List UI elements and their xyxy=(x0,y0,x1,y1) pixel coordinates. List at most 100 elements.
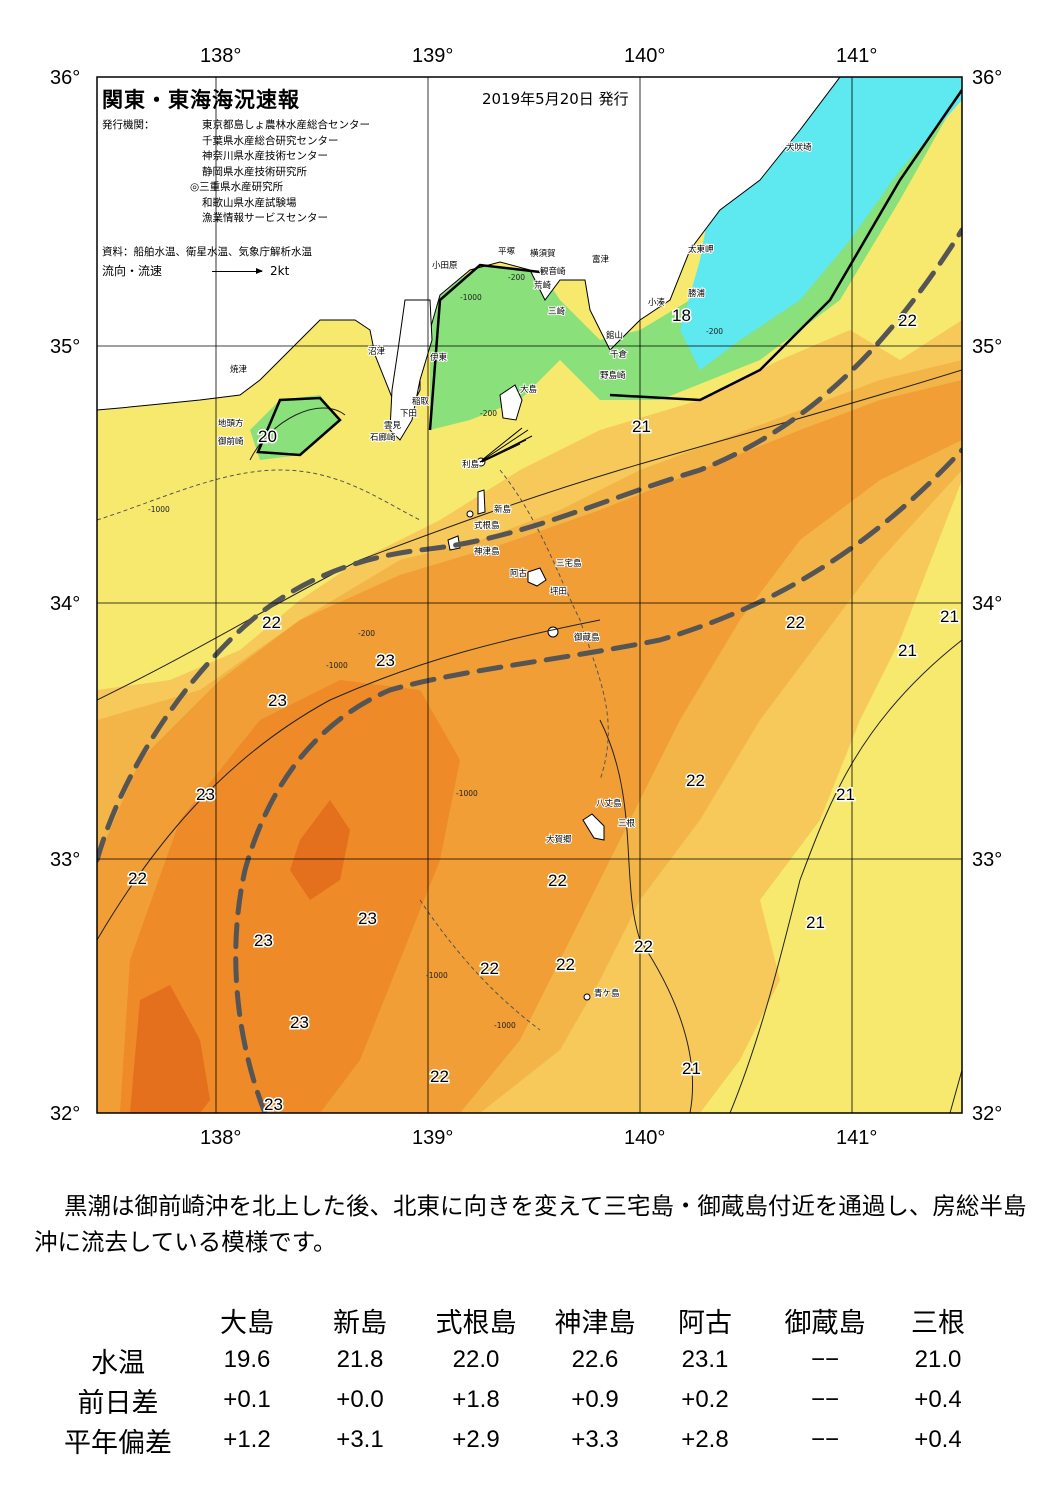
table-cell: +3.3 xyxy=(571,1426,619,1453)
place-name: 神津島 xyxy=(474,546,500,557)
place-name: 犬吠埼 xyxy=(786,142,812,153)
table-row: 平年偏差 +1.2 +3.1 +2.9 +3.3 +2.8 −− +0.4 xyxy=(50,1420,986,1460)
temp-label: 22 xyxy=(548,871,567,890)
issuer-item: ◎三重県水産研究所 xyxy=(190,181,284,193)
place-name: 稲取 xyxy=(412,396,430,407)
place-name: 三宅島 xyxy=(556,558,582,569)
place-name: 御前崎 xyxy=(218,436,244,447)
place-name: 青ケ島 xyxy=(594,988,620,999)
place-name: 富津 xyxy=(592,254,610,265)
land-izu xyxy=(389,299,433,441)
temp-label: 21 xyxy=(940,607,959,626)
place-name: 八丈島 xyxy=(596,798,622,809)
lon-label: 140° xyxy=(624,45,665,67)
isotherm-lines xyxy=(97,369,962,1113)
table-cell: +0.9 xyxy=(571,1386,619,1413)
place-name: 坪田 xyxy=(550,587,567,597)
issuer-item: 静岡県水産技術研究所 xyxy=(202,165,307,178)
table-corner xyxy=(50,1300,186,1340)
row-label: 平年偏差 xyxy=(64,1427,172,1459)
row-label: 前日差 xyxy=(77,1387,159,1419)
table-row: 前日差 +0.1 +0.0 +1.8 +0.9 +0.2 −− +0.4 xyxy=(50,1380,986,1420)
place-name: 野島崎 xyxy=(600,370,626,381)
temp-label: 22 xyxy=(128,869,147,888)
island-miyakejima xyxy=(527,567,547,587)
station-name: 大島 xyxy=(220,1307,274,1339)
issuer-label: 発行機関： xyxy=(102,119,155,131)
depth-label: -1000 xyxy=(460,293,482,302)
lon-label: 140° xyxy=(624,1127,665,1149)
station-name: 新島 xyxy=(333,1307,387,1339)
table-cell: −− xyxy=(810,1426,840,1453)
table-cell: +2.9 xyxy=(452,1426,500,1453)
lat-label: 35° xyxy=(972,336,1002,358)
place-name: 小湊 xyxy=(648,297,666,308)
place-name: 小田原 xyxy=(432,260,458,271)
green-west xyxy=(250,395,340,460)
depth-label: -200 xyxy=(358,629,375,638)
table-cell: +0.4 xyxy=(914,1386,962,1413)
table-cell: 21.0 xyxy=(914,1346,962,1373)
temp-label: 22 xyxy=(480,959,499,978)
table-cell: 22.0 xyxy=(452,1346,500,1373)
map-title: 関東・東海海況速報 xyxy=(102,88,300,112)
island-shikinejima xyxy=(466,510,474,518)
lat-label: 32° xyxy=(50,1103,80,1125)
place-name: 御蔵島 xyxy=(574,632,600,643)
table-header-row: 大島 新島 式根島 神津島 阿古 御蔵島 三根 xyxy=(50,1300,986,1340)
darkest-patch-sw xyxy=(130,985,210,1113)
lat-label: 32° xyxy=(972,1103,1002,1125)
table-cell: +2.8 xyxy=(681,1426,729,1453)
flow-label: 流向・流速 xyxy=(102,264,163,278)
issue-date: 2019年5月20日 発行 xyxy=(482,90,629,108)
depth-label: -1000 xyxy=(326,661,348,670)
temp-label: 23 xyxy=(254,931,273,950)
station-name: 式根島 xyxy=(435,1307,517,1339)
place-name: 下田 xyxy=(400,409,417,419)
table-cell: +1.8 xyxy=(452,1386,500,1413)
flow-arrow-icon xyxy=(212,268,264,274)
depth-label: -1000 xyxy=(148,505,170,514)
depth-label: -1000 xyxy=(426,971,448,980)
place-name: 石廊崎 xyxy=(370,432,396,443)
kuroshio-axis-main xyxy=(97,227,962,863)
temp-label: 22 xyxy=(786,613,805,632)
table-cell: +0.1 xyxy=(223,1386,271,1413)
table-cell: −− xyxy=(810,1386,840,1413)
table-cell: +3.1 xyxy=(336,1426,384,1453)
island-mikurajima xyxy=(547,626,559,638)
place-name: 地頭方 xyxy=(218,418,244,429)
temperature-table: 大島 新島 式根島 神津島 阿古 御蔵島 三根 水温 19.6 21.8 22.… xyxy=(50,1300,986,1460)
island-hachijojima xyxy=(582,813,605,841)
temp-label: 18 xyxy=(672,306,691,325)
place-name: 太東岬 xyxy=(688,244,714,255)
place-name: 伊東 xyxy=(430,352,448,363)
flow-legend: 流向・流速 2kt xyxy=(102,262,289,279)
darkest-patch xyxy=(290,800,350,900)
table-cell: +0.2 xyxy=(681,1386,729,1413)
place-name: 千倉 xyxy=(610,349,628,360)
place-name: 大賀郷 xyxy=(546,834,572,845)
temp-label: 23 xyxy=(290,1013,309,1032)
depth-label: -200 xyxy=(508,273,525,282)
island-aogashima xyxy=(583,993,591,1001)
table-cell: 23.1 xyxy=(681,1346,729,1373)
kuroshio-axis-inner xyxy=(233,447,962,1113)
depth-labels: -200 -1000 -200 -1000 -1000 -1000 -1000 … xyxy=(148,273,723,1030)
temp-label: 22 xyxy=(634,937,653,956)
lon-label: 138° xyxy=(200,1127,241,1149)
row-label: 水温 xyxy=(91,1347,145,1379)
table-cell: +1.2 xyxy=(223,1426,271,1453)
lat-label: 34° xyxy=(50,593,80,615)
depth-label: -200 xyxy=(480,409,497,418)
sea-temperature-map: 138° 139° 140° 141° 138° 139° 140° 141° … xyxy=(50,45,1002,1149)
depth-label: -1000 xyxy=(494,1021,516,1030)
island-niijima xyxy=(477,489,486,515)
place-name: 三根 xyxy=(618,818,636,829)
lon-label: 141° xyxy=(836,45,877,67)
yellow-east xyxy=(700,480,962,1113)
island-oshima xyxy=(499,384,523,421)
issuer-item: 東京都島しょ農林水産総合センター xyxy=(202,119,370,131)
temp-label: 22 xyxy=(556,955,575,974)
flow-scale: 2kt xyxy=(270,264,290,278)
